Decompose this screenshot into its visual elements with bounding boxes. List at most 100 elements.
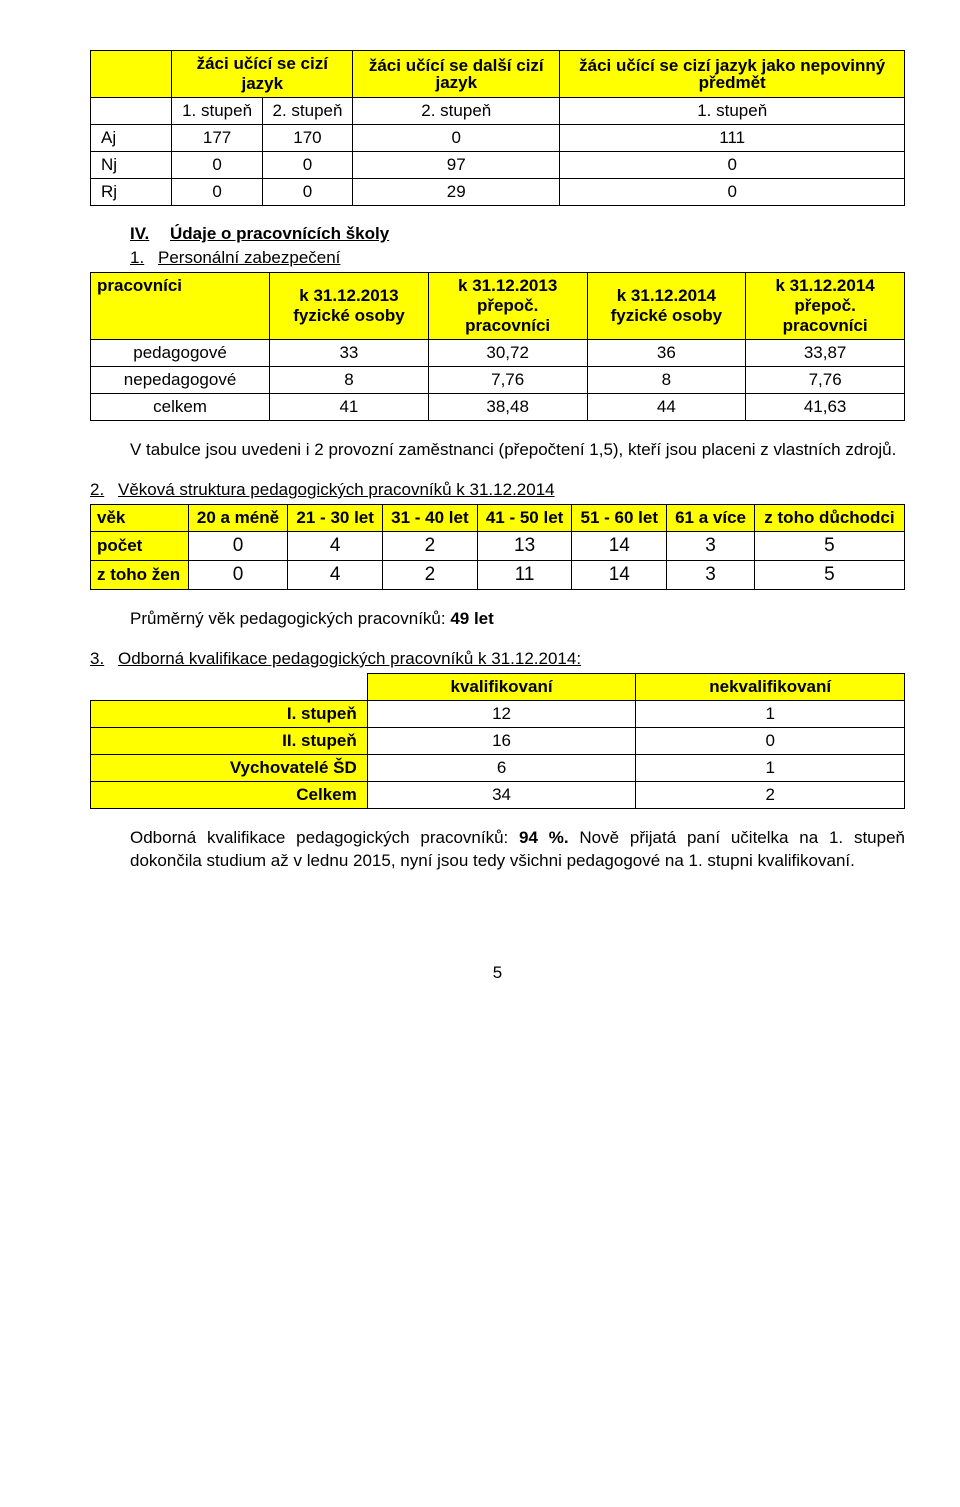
item-2: 2. Věková struktura pedagogických pracov… xyxy=(90,480,905,500)
t1-sh2: 2. stupeň xyxy=(353,98,560,125)
paragraph-2: Odborná kvalifikace pedagogických pracov… xyxy=(130,827,905,873)
age-table: věk20 a méně21 - 30 let31 - 40 let41 - 5… xyxy=(90,504,905,590)
table-cell: 0 xyxy=(262,152,352,179)
para2-a: Odborná kvalifikace pedagogických pracov… xyxy=(130,828,519,847)
t1-sh0: 1. stupeň xyxy=(172,98,262,125)
table-cell: 38,48 xyxy=(428,394,587,421)
item2-text: Věková struktura pedagogických pracovník… xyxy=(118,480,555,500)
table-row-label: II. stupeň xyxy=(91,727,368,754)
table-cell: 11 xyxy=(477,560,572,589)
section-iv: IV. Údaje o pracovnících školy 1. Person… xyxy=(130,224,905,268)
table-cell: 0 xyxy=(262,179,352,206)
t1-h3: žáci učící se cizí jazyk jako nepovinný … xyxy=(560,51,905,98)
t1-h1: žáci učící se cizí jazyk xyxy=(172,51,353,98)
item3-text: Odborná kvalifikace pedagogických pracov… xyxy=(118,649,581,669)
table-cell: 2 xyxy=(383,531,478,560)
t1-h2: žáci učící se další cizí jazyk xyxy=(353,51,560,98)
table-row-label: celkem xyxy=(91,394,270,421)
t1-sh1: 2. stupeň xyxy=(262,98,352,125)
table-cell: 0 xyxy=(560,152,905,179)
table-row-label: I. stupeň xyxy=(91,700,368,727)
table-cell: 34 xyxy=(367,781,636,808)
table-cell: 0 xyxy=(188,560,288,589)
qualification-table: kvalifikovaní nekvalifikovaní I. stupeň1… xyxy=(90,673,905,809)
table-cell: 13 xyxy=(477,531,572,560)
table-cell: 29 xyxy=(353,179,560,206)
table-header: 51 - 60 let xyxy=(572,504,667,531)
table-cell: 8 xyxy=(270,367,429,394)
table-cell: 177 xyxy=(172,125,262,152)
table-cell: 0 xyxy=(172,179,262,206)
table-row-label: počet xyxy=(91,531,189,560)
table-cell: 33 xyxy=(270,340,429,367)
table-cell: 30,72 xyxy=(428,340,587,367)
table-cell: 3 xyxy=(667,531,755,560)
table-cell: 33,87 xyxy=(746,340,905,367)
table-cell: 97 xyxy=(353,152,560,179)
para2-b: 94 %. xyxy=(519,828,569,847)
table-cell: 7,76 xyxy=(428,367,587,394)
table-cell: 5 xyxy=(754,560,904,589)
table-cell: 44 xyxy=(587,394,746,421)
table-cell: 1 xyxy=(636,700,905,727)
table-cell: 0 xyxy=(353,125,560,152)
table-header: 61 a více xyxy=(667,504,755,531)
table-cell: 6 xyxy=(367,754,636,781)
table-cell: 4 xyxy=(288,560,383,589)
table-header: z toho důchodci xyxy=(754,504,904,531)
item-3: 3. Odborná kvalifikace pedagogických pra… xyxy=(90,649,905,669)
table-header: 31 - 40 let xyxy=(383,504,478,531)
item1-num: 1. xyxy=(130,248,158,268)
section-num: IV. xyxy=(130,224,170,244)
table-row-label: pedagogové xyxy=(91,340,270,367)
section-title: Údaje o pracovnících školy xyxy=(170,224,389,244)
languages-table: žáci učící se cizí jazyk žáci učící se d… xyxy=(90,50,905,206)
table-cell: 5 xyxy=(754,531,904,560)
table-cell: 0 xyxy=(188,531,288,560)
table-row-label: Aj xyxy=(91,125,172,152)
table-header: 21 - 30 let xyxy=(288,504,383,531)
table-header: 20 a méně xyxy=(188,504,288,531)
table-cell: 7,76 xyxy=(746,367,905,394)
table-cell: 41,63 xyxy=(746,394,905,421)
t2-h1: k 31.12.2013 přepoč. pracovníci xyxy=(428,273,587,340)
item3-num: 3. xyxy=(90,649,118,669)
table-cell: 170 xyxy=(262,125,352,152)
table-cell: 2 xyxy=(383,560,478,589)
item1-text: Personální zabezpečení xyxy=(158,248,340,268)
table-cell: 14 xyxy=(572,531,667,560)
t1-sh3: 1. stupeň xyxy=(560,98,905,125)
table-cell: 3 xyxy=(667,560,755,589)
t2-corner: pracovníci xyxy=(91,273,270,340)
table-cell: 0 xyxy=(636,727,905,754)
table-cell: 0 xyxy=(560,179,905,206)
table-row-label: Nj xyxy=(91,152,172,179)
paragraph-1: V tabulce jsou uvedeni i 2 provozní zamě… xyxy=(130,439,905,462)
table-cell: 2 xyxy=(636,781,905,808)
table-row-label: Celkem xyxy=(91,781,368,808)
table-row-label: z toho žen xyxy=(91,560,189,589)
table-cell: 4 xyxy=(288,531,383,560)
table-header: 41 - 50 let xyxy=(477,504,572,531)
table-cell: 36 xyxy=(587,340,746,367)
page-number: 5 xyxy=(90,963,905,983)
staff-table: pracovníci k 31.12.2013 fyzické osoby k … xyxy=(90,272,905,421)
t2-h3: k 31.12.2014 přepoč. pracovníci xyxy=(746,273,905,340)
t2-h0: k 31.12.2013 fyzické osoby xyxy=(270,273,429,340)
t2-h2: k 31.12.2014 fyzické osoby xyxy=(587,273,746,340)
table-cell: 16 xyxy=(367,727,636,754)
table-cell: 1 xyxy=(636,754,905,781)
t4-h1: nekvalifikovaní xyxy=(636,673,905,700)
table-row-label: nepedagogové xyxy=(91,367,270,394)
table-cell: 14 xyxy=(572,560,667,589)
table-cell: 12 xyxy=(367,700,636,727)
table-row-label: Vychovatelé ŠD xyxy=(91,754,368,781)
table-cell: 0 xyxy=(172,152,262,179)
table-header: věk xyxy=(91,504,189,531)
t4-h0: kvalifikovaní xyxy=(367,673,636,700)
item2-num: 2. xyxy=(90,480,118,500)
table-row-label: Rj xyxy=(91,179,172,206)
avg-age-label: Průměrný věk pedagogických pracovníků: xyxy=(130,609,450,628)
table-cell: 41 xyxy=(270,394,429,421)
avg-age: Průměrný věk pedagogických pracovníků: 4… xyxy=(130,608,905,631)
